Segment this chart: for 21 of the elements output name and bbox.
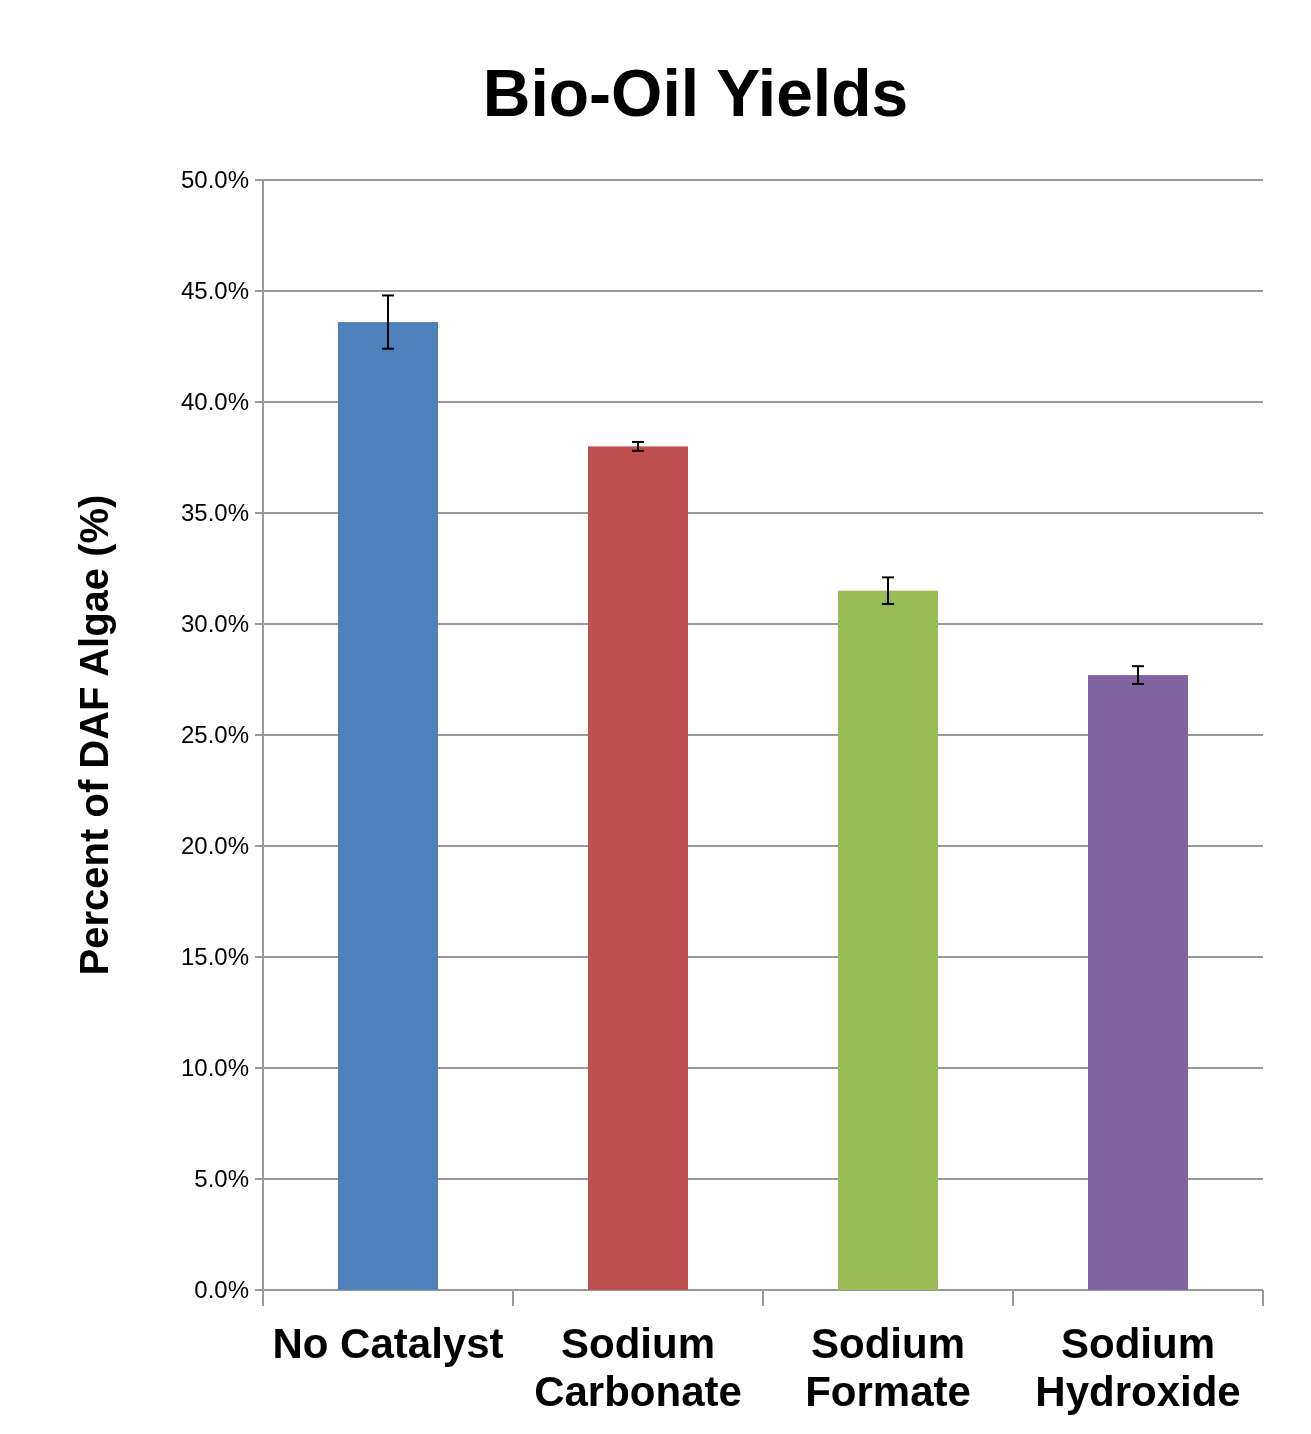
bar	[338, 322, 438, 1290]
bar	[838, 590, 938, 1290]
bar	[1088, 675, 1188, 1290]
chart-title: Bio-Oil Yields	[482, 56, 909, 130]
y-tick-label: 40.0%	[180, 388, 249, 416]
x-tick-label: No Catalyst	[272, 1320, 504, 1367]
y-tick-label: 30.0%	[180, 610, 249, 638]
y-tick-label: 10.0%	[180, 1054, 249, 1082]
x-tick-label: Sodium Hydroxide	[1035, 1320, 1241, 1415]
y-tick-label: 25.0%	[180, 721, 249, 749]
y-tick-label: 15.0%	[180, 943, 249, 971]
bar	[588, 446, 688, 1290]
y-tick-label: 45.0%	[180, 277, 249, 305]
y-tick-label: 35.0%	[180, 499, 249, 527]
y-tick-label: 5.0%	[194, 1165, 249, 1193]
y-axis-title: Percent of DAF Algae (%)	[72, 494, 116, 976]
y-tick-label: 0.0%	[194, 1276, 249, 1304]
y-tick-label: 20.0%	[180, 832, 249, 860]
x-tick-label: Sodium Formate	[805, 1320, 971, 1415]
y-tick-label: 50.0%	[180, 166, 249, 194]
x-tick-label: Sodium Carbonate	[534, 1320, 742, 1415]
